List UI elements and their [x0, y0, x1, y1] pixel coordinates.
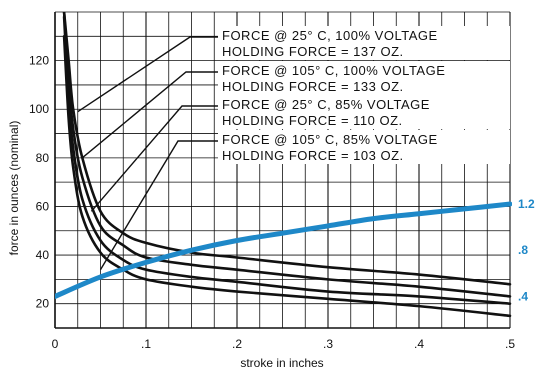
annotation-leader [99, 140, 218, 271]
x-tick-label: .5 [505, 337, 515, 351]
y-tick-label: 20 [36, 297, 50, 311]
series-line-blue [55, 201, 512, 299]
series-line-4 [62, 35, 512, 318]
tick-group: 0 .1 .2 .3 .4 .5 20 40 60 80 100 120 .4 .8 1.2 [29, 54, 535, 351]
y-tick-label: 40 [36, 248, 50, 262]
y-axis-title: force in ounces (nominal) [7, 121, 21, 256]
series-line-1 [62, 12, 512, 286]
x-tick-label: .3 [323, 337, 333, 351]
annotation-box [218, 61, 510, 95]
right-tick-label: .4 [518, 289, 528, 303]
x-tick-label: .2 [232, 337, 242, 351]
annotation-line-1: FORCE @ 25° C, 100% VOLTAGE [222, 28, 438, 43]
annotation-box [218, 26, 510, 60]
x-axis-title: stroke in inches [240, 356, 323, 370]
x-tick-label: 0 [52, 337, 59, 351]
y-tick-label: 120 [29, 54, 49, 68]
annotation-line-2: HOLDING FORCE = 110 OZ. [222, 113, 403, 128]
right-tick-label: .8 [518, 243, 528, 257]
right-tick-label: 1.2 [518, 197, 535, 211]
annotation-box [218, 130, 510, 164]
y-tick-label: 60 [36, 199, 50, 213]
annotation-line-1: FORCE @ 105° C, 100% VOLTAGE [222, 63, 445, 78]
annotation-box [218, 95, 510, 129]
x-tick-label: .4 [414, 337, 424, 351]
series-line-3 [62, 15, 512, 305]
series-group [55, 12, 512, 318]
y-tick-label: 100 [29, 102, 49, 116]
annotation-leader [81, 71, 218, 159]
annotation-line-2: HOLDING FORCE = 133 OZ. [222, 79, 404, 94]
annotation-line-1: FORCE @ 25° C, 85% VOLTAGE [222, 97, 430, 112]
annotation-line-1: FORCE @ 105° C, 85% VOLTAGE [222, 132, 438, 147]
annotation-line-2: HOLDING FORCE = 137 OZ. [222, 44, 404, 59]
annotation-leader [90, 105, 218, 212]
annotation-line-2: HOLDING FORCE = 103 OZ. [222, 148, 404, 163]
series-line-2 [62, 12, 512, 298]
y-tick-label: 80 [36, 151, 50, 165]
annotation-leader [77, 36, 218, 113]
x-tick-label: .1 [141, 337, 151, 351]
